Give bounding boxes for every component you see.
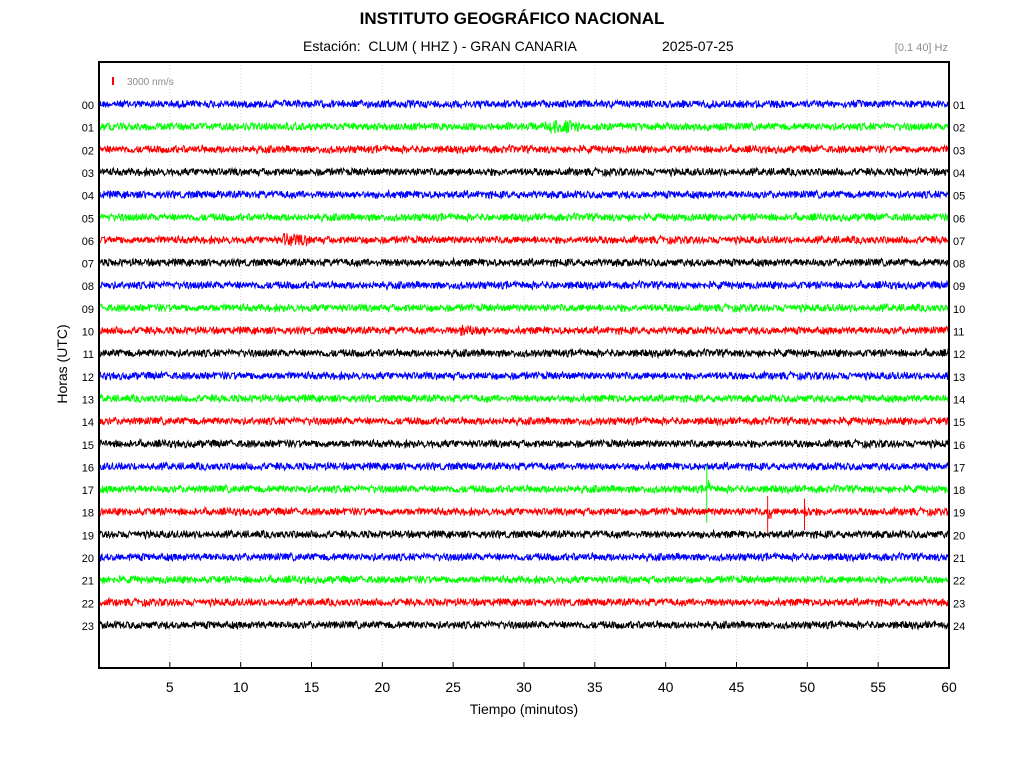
plot-frame bbox=[98, 61, 950, 669]
scale-bar bbox=[112, 77, 114, 85]
trace-hour-18 bbox=[99, 505, 950, 520]
trace-hour-09 bbox=[98, 302, 950, 314]
trace-hour-11 bbox=[98, 347, 950, 360]
scale-label: 3000 nm/s bbox=[127, 77, 174, 88]
left-hour-label: 03 bbox=[82, 168, 94, 180]
right-hour-label: 04 bbox=[953, 168, 965, 180]
trace-hour-21 bbox=[98, 573, 950, 586]
left-hour-label: 18 bbox=[82, 508, 94, 520]
right-hour-label: 23 bbox=[953, 598, 965, 610]
trace-hour-15 bbox=[98, 437, 950, 450]
x-tick-label-35: 35 bbox=[587, 679, 603, 695]
left-hour-label: 20 bbox=[82, 553, 94, 565]
right-hour-label: 03 bbox=[953, 145, 965, 157]
right-hour-label: 14 bbox=[953, 394, 965, 406]
left-hour-label: 02 bbox=[82, 145, 94, 157]
left-hour-label: 17 bbox=[82, 485, 94, 497]
left-hour-label: 21 bbox=[82, 576, 94, 588]
right-hour-label: 18 bbox=[953, 485, 965, 497]
x-axis-ticks: 5 10 15 20 25 30 35 40 45 50 55 60 bbox=[166, 662, 957, 695]
x-axis-label: Tiempo (minutos) bbox=[469, 701, 579, 717]
x-tick-label-10: 10 bbox=[233, 679, 249, 695]
x-tick-label-55: 55 bbox=[870, 679, 886, 695]
right-hour-label: 01 bbox=[953, 100, 965, 112]
x-tick-label-5: 5 bbox=[166, 679, 174, 695]
trace-hour-07 bbox=[98, 256, 950, 268]
right-hour-label: 10 bbox=[953, 304, 965, 316]
right-hour-label: 16 bbox=[953, 440, 965, 452]
left-hour-label: 15 bbox=[82, 440, 94, 452]
trace-hour-17 bbox=[98, 479, 950, 495]
left-hour-label: 11 bbox=[83, 349, 94, 361]
left-hour-label: 04 bbox=[82, 191, 94, 203]
left-hour-label: 09 bbox=[82, 304, 94, 316]
trace-hour-04 bbox=[98, 188, 950, 200]
right-hour-label: 12 bbox=[953, 349, 965, 361]
x-tick-label-20: 20 bbox=[375, 679, 391, 695]
trace-group bbox=[98, 98, 950, 631]
trace-hour-13 bbox=[98, 392, 950, 405]
left-hour-label: 23 bbox=[82, 621, 94, 633]
left-hour-label: 19 bbox=[82, 530, 94, 542]
x-tick-label-15: 15 bbox=[304, 679, 320, 695]
trace-hour-23 bbox=[98, 619, 950, 631]
right-hour-label: 13 bbox=[953, 372, 965, 384]
trace-hour-00 bbox=[98, 98, 950, 110]
left-hour-label: 22 bbox=[82, 598, 94, 610]
trace-hour-06 bbox=[98, 233, 950, 247]
trace-hour-16 bbox=[98, 460, 950, 472]
grid-lines bbox=[169, 62, 879, 668]
right-hour-label: 15 bbox=[953, 417, 965, 429]
trace-hour-08 bbox=[98, 279, 950, 292]
filter-label: [0.1 40] Hz bbox=[894, 42, 948, 54]
trace-hour-19 bbox=[98, 528, 950, 541]
chart-title: INSTITUTO GEOGRÁFICO NACIONAL bbox=[359, 9, 665, 28]
right-hour-label: 07 bbox=[953, 236, 965, 248]
right-hour-label: 11 bbox=[953, 327, 964, 339]
left-hour-label: 13 bbox=[82, 394, 94, 406]
trace-hour-10 bbox=[98, 324, 950, 337]
trace-hour-03 bbox=[98, 166, 950, 178]
x-tick-label-45: 45 bbox=[729, 679, 745, 695]
left-hour-label: 06 bbox=[82, 236, 94, 248]
left-hour-label: 12 bbox=[82, 372, 94, 384]
x-tick-label-40: 40 bbox=[658, 679, 674, 695]
left-hour-label: 10 bbox=[82, 327, 94, 339]
right-hour-label: 05 bbox=[953, 191, 965, 203]
right-hour-label: 24 bbox=[953, 621, 965, 633]
right-hour-label: 21 bbox=[953, 553, 965, 565]
station-label: Estación: CLUM ( HHZ ) - GRAN CANARIA bbox=[303, 38, 577, 54]
right-hour-label: 06 bbox=[953, 213, 965, 225]
x-tick-label-25: 25 bbox=[445, 679, 461, 695]
left-hour-label: 00 bbox=[82, 100, 94, 112]
x-tick-label-50: 50 bbox=[800, 679, 816, 695]
right-hour-label: 19 bbox=[953, 508, 965, 520]
right-hour-label: 20 bbox=[953, 530, 965, 542]
trace-hour-02 bbox=[98, 143, 950, 156]
right-hour-label: 09 bbox=[953, 281, 965, 293]
left-hour-label: 07 bbox=[82, 259, 94, 271]
hour-labels: 00 01 01 02 02 03 03 04 04 05 05 06 06 07 07 08 08 09 09 10… bbox=[82, 100, 966, 633]
y-axis-label: Horas (UTC) bbox=[54, 324, 70, 404]
trace-hour-20 bbox=[98, 551, 950, 563]
left-hour-label: 05 bbox=[82, 213, 94, 225]
trace-hour-01 bbox=[98, 119, 950, 134]
right-hour-label: 02 bbox=[953, 123, 965, 135]
right-hour-label: 08 bbox=[953, 259, 965, 271]
trace-hour-14 bbox=[98, 415, 950, 427]
right-hour-label: 22 bbox=[953, 576, 965, 588]
x-tick-label-60: 60 bbox=[941, 679, 957, 695]
left-hour-label: 08 bbox=[82, 281, 94, 293]
trace-hour-12 bbox=[98, 370, 950, 382]
right-hour-label: 17 bbox=[953, 462, 965, 474]
x-tick-label-30: 30 bbox=[516, 679, 532, 695]
left-hour-label: 01 bbox=[82, 123, 94, 135]
left-hour-label: 16 bbox=[82, 462, 94, 474]
trace-hour-22 bbox=[98, 596, 950, 609]
trace-hour-05 bbox=[98, 211, 950, 224]
left-hour-label: 14 bbox=[82, 417, 94, 429]
date-label: 2025-07-25 bbox=[662, 38, 734, 54]
